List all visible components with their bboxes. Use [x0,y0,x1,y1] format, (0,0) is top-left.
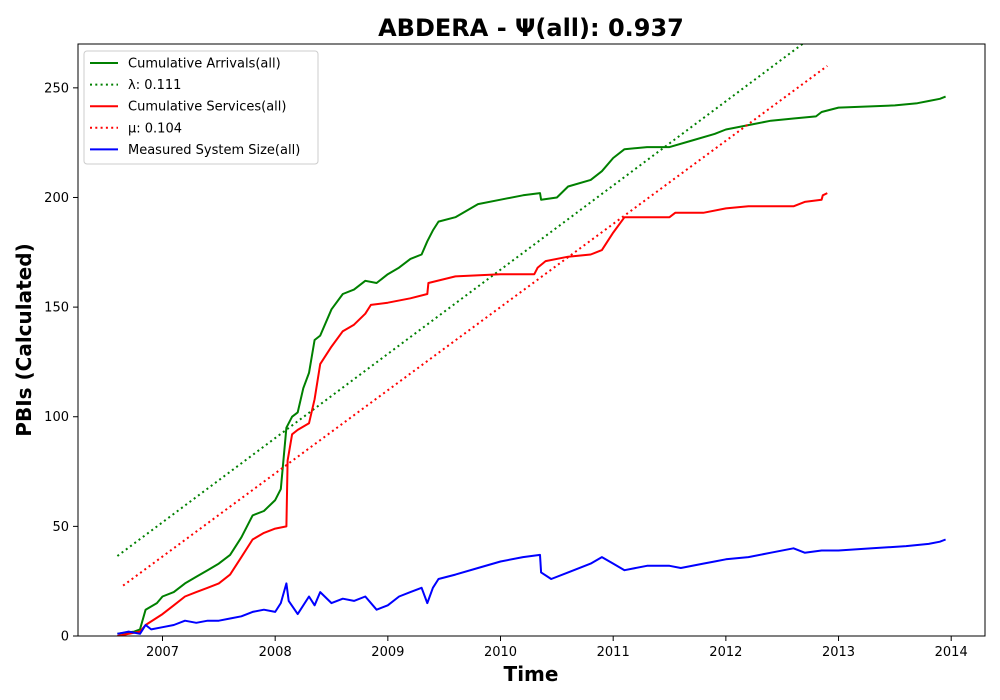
y-tick-label: 200 [44,191,69,206]
x-tick-label: 2010 [484,645,517,660]
legend-label-5: Measured System Size(all) [128,143,300,158]
y-tick-label: 250 [44,81,69,96]
x-tick-label: 2008 [259,645,292,660]
legend: Cumulative Arrivals(all) λ: 0.111 Cumulati… [83,50,319,165]
x-axis: 2007 2008 2009 2010 2011 2012 2013 2014 [146,636,968,660]
series-line-3 [117,192,828,636]
legend-label-1: Cumulative Arrivals(all) [128,57,281,72]
plot-frame [77,43,986,637]
x-tick-label: 2011 [597,645,630,660]
x-tick-label: 2007 [146,645,179,660]
chart-title: ABDERA - Ψ(all): 0.937 [378,14,684,42]
y-tick-label: 50 [52,520,69,535]
y-tick-label: 0 [61,630,69,645]
series-line-5 [117,538,946,635]
x-tick-label: 2009 [371,645,404,660]
y-tick-label: 100 [44,410,69,425]
legend-label-3: Cumulative Services(all) [128,100,286,115]
x-tick-label: 2014 [935,645,968,660]
x-tick-label: 2012 [709,645,742,660]
y-axis-label: PBIs (Calculated) [12,243,36,436]
legend-label-4: μ: 0.104 [128,121,182,136]
series-line-1 [117,95,946,635]
series-layer [116,44,946,636]
legend-label-2: λ: 0.111 [128,78,181,93]
x-tick-label: 2013 [822,645,855,660]
y-axis: 0 50 100 150 200 250 [44,81,78,645]
x-axis-label: Time [504,662,559,686]
legend-box [83,50,319,165]
y-tick-label: 150 [44,301,69,316]
